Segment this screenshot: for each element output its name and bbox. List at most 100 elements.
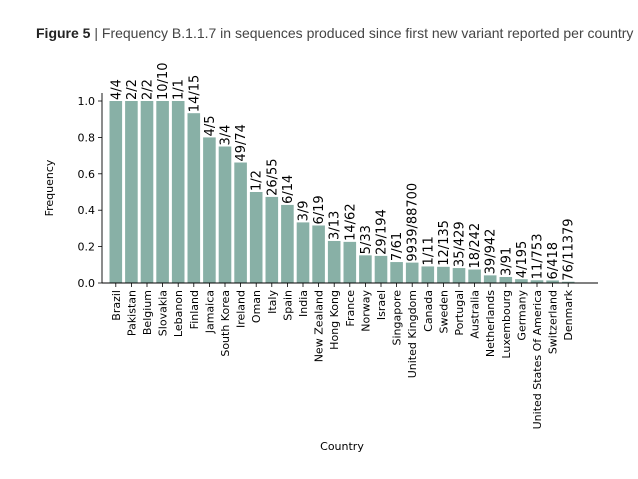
bar-value-label: 1/11	[421, 236, 436, 265]
x-tick-label: Israel	[375, 290, 388, 320]
bar-value-label: 10/10	[156, 63, 171, 100]
bar-value-label: 29/194	[375, 209, 390, 255]
x-tick-label: Italy	[266, 290, 279, 314]
y-ticks: 0.0 0.2 0.4 0.6 0.8 1.0	[78, 95, 102, 290]
x-tick-label: United Kingdom	[406, 290, 419, 378]
bar-india	[296, 222, 310, 283]
bar-value-label: 35/429	[453, 221, 468, 267]
bar-value-label: 4/195	[515, 241, 530, 278]
figure-title: Figure 5 | Frequency B.1.1.7 in sequence…	[36, 25, 633, 41]
bar-value-label: 14/15	[187, 75, 202, 112]
x-tick-label: Switzerland	[547, 290, 560, 354]
bar-value-label: 26/55	[265, 158, 280, 195]
bar-value-label: 7/61	[390, 232, 405, 261]
bar-slovakia	[156, 101, 169, 283]
bar-value-label: 4/5	[203, 115, 218, 136]
x-tick-label: Oman	[250, 290, 263, 323]
bar-norway	[359, 255, 372, 283]
x-tick-label: New Zealand	[313, 290, 326, 362]
x-tick-label: France	[344, 290, 357, 327]
x-tick-label: Ireland	[235, 290, 248, 328]
x-axis-title: Country	[320, 440, 364, 453]
title-separator: |	[90, 25, 102, 41]
bar-value-label: 12/135	[437, 220, 452, 266]
bar-value-label: 6/19	[312, 195, 327, 224]
x-tick-label: Spain	[281, 290, 294, 321]
bar-value-label: 11/753	[531, 234, 546, 280]
x-tick-labels: Brazil Pakistan Belgium Slovakia Lebanon Finl…	[110, 289, 575, 429]
y-axis-title: Frequency	[43, 159, 56, 216]
bar-luxembourg	[499, 276, 513, 283]
bar-united-states-of-america	[530, 280, 544, 283]
x-tick-label: Denmark	[562, 289, 575, 340]
x-tick-label: Germany	[515, 290, 528, 341]
bar-value-label: 9939/88700	[406, 183, 421, 262]
x-tick-label: Netherlands	[484, 290, 497, 357]
bar-singapore	[390, 262, 403, 283]
bar-value-label: 76/11379	[562, 218, 577, 280]
bar-value-label: 39/942	[484, 229, 499, 275]
figure-caption: Frequency B.1.1.7 in sequences produced …	[101, 25, 634, 41]
bar-finland	[187, 113, 201, 283]
x-tick-label: Hong Kong	[328, 290, 341, 350]
y-tick-label: 0.6	[78, 168, 96, 181]
bar-value-label: 3/13	[328, 211, 343, 240]
bar-belgium	[140, 101, 154, 283]
x-tick-label: Jamaica	[203, 290, 216, 334]
bars-layer	[109, 101, 575, 283]
bar-value-label: 6/418	[546, 242, 561, 279]
bar-labels: 4/4 2/2 2/2 10/10 1/1 14/154/5 3/4 49/741/2 26/5…	[109, 63, 576, 281]
bar-hong-kong	[327, 240, 341, 283]
bar-portugal	[452, 268, 466, 283]
bar-denmark	[561, 281, 575, 283]
x-tick-label: Luxembourg	[500, 290, 513, 359]
bar-value-label: 1/2	[250, 170, 265, 191]
bar-lebanon	[171, 101, 185, 283]
y-tick-label: 0.8	[78, 131, 96, 144]
bar-ireland	[234, 162, 247, 283]
x-tick-label: Belgium	[141, 290, 154, 335]
x-tick-label: United States Of America	[531, 290, 544, 429]
bar-italy	[265, 196, 279, 283]
bar-value-label: 6/14	[281, 175, 296, 204]
bar-new-zealand	[312, 225, 325, 283]
bar-value-label: 2/2	[141, 79, 156, 100]
bar-oman	[249, 192, 263, 283]
y-tick-label: 0.0	[78, 277, 96, 290]
bar-spain	[281, 204, 294, 283]
x-tick-label: Norway	[359, 290, 372, 332]
x-tick-label: South Korea	[219, 290, 232, 357]
bar-switzerland	[546, 280, 559, 283]
x-tick-label: India	[297, 290, 310, 317]
x-tick-label: Portugal	[453, 290, 466, 336]
bar-france	[343, 241, 357, 283]
bar-sweden	[437, 266, 450, 283]
axes-layer	[101, 93, 598, 287]
bar-value-label: 5/33	[359, 225, 374, 254]
bar-brazil	[109, 101, 123, 283]
bar-australia	[468, 269, 481, 283]
x-tick-label: Slovakia	[157, 290, 170, 336]
bar-jamaica	[203, 137, 216, 283]
figure-label: Figure 5	[36, 25, 91, 41]
x-tick-label: Pakistan	[125, 290, 138, 336]
bar-value-label: 14/62	[343, 203, 358, 240]
bar-israel	[374, 255, 388, 283]
bar-value-label: 3/9	[297, 200, 312, 221]
x-tick-label: Australia	[469, 290, 482, 339]
bar-value-label: 2/2	[125, 79, 140, 100]
bar-united-kingdom	[405, 262, 419, 283]
bar-value-label: 3/91	[499, 247, 514, 276]
x-tick-label: Sweden	[437, 290, 450, 333]
bar-value-label: 18/242	[468, 223, 483, 269]
bar-value-label: 1/1	[172, 79, 187, 100]
bar-value-label: 4/4	[109, 79, 124, 100]
bar-value-label: 3/4	[219, 125, 234, 146]
y-tick-label: 0.2	[78, 241, 96, 254]
x-tick-label: Lebanon	[172, 290, 185, 337]
bar-canada	[421, 266, 435, 283]
y-tick-label: 0.4	[78, 204, 96, 217]
x-tick-label: Brazil	[110, 290, 123, 321]
y-tick-label: 1.0	[78, 95, 96, 108]
